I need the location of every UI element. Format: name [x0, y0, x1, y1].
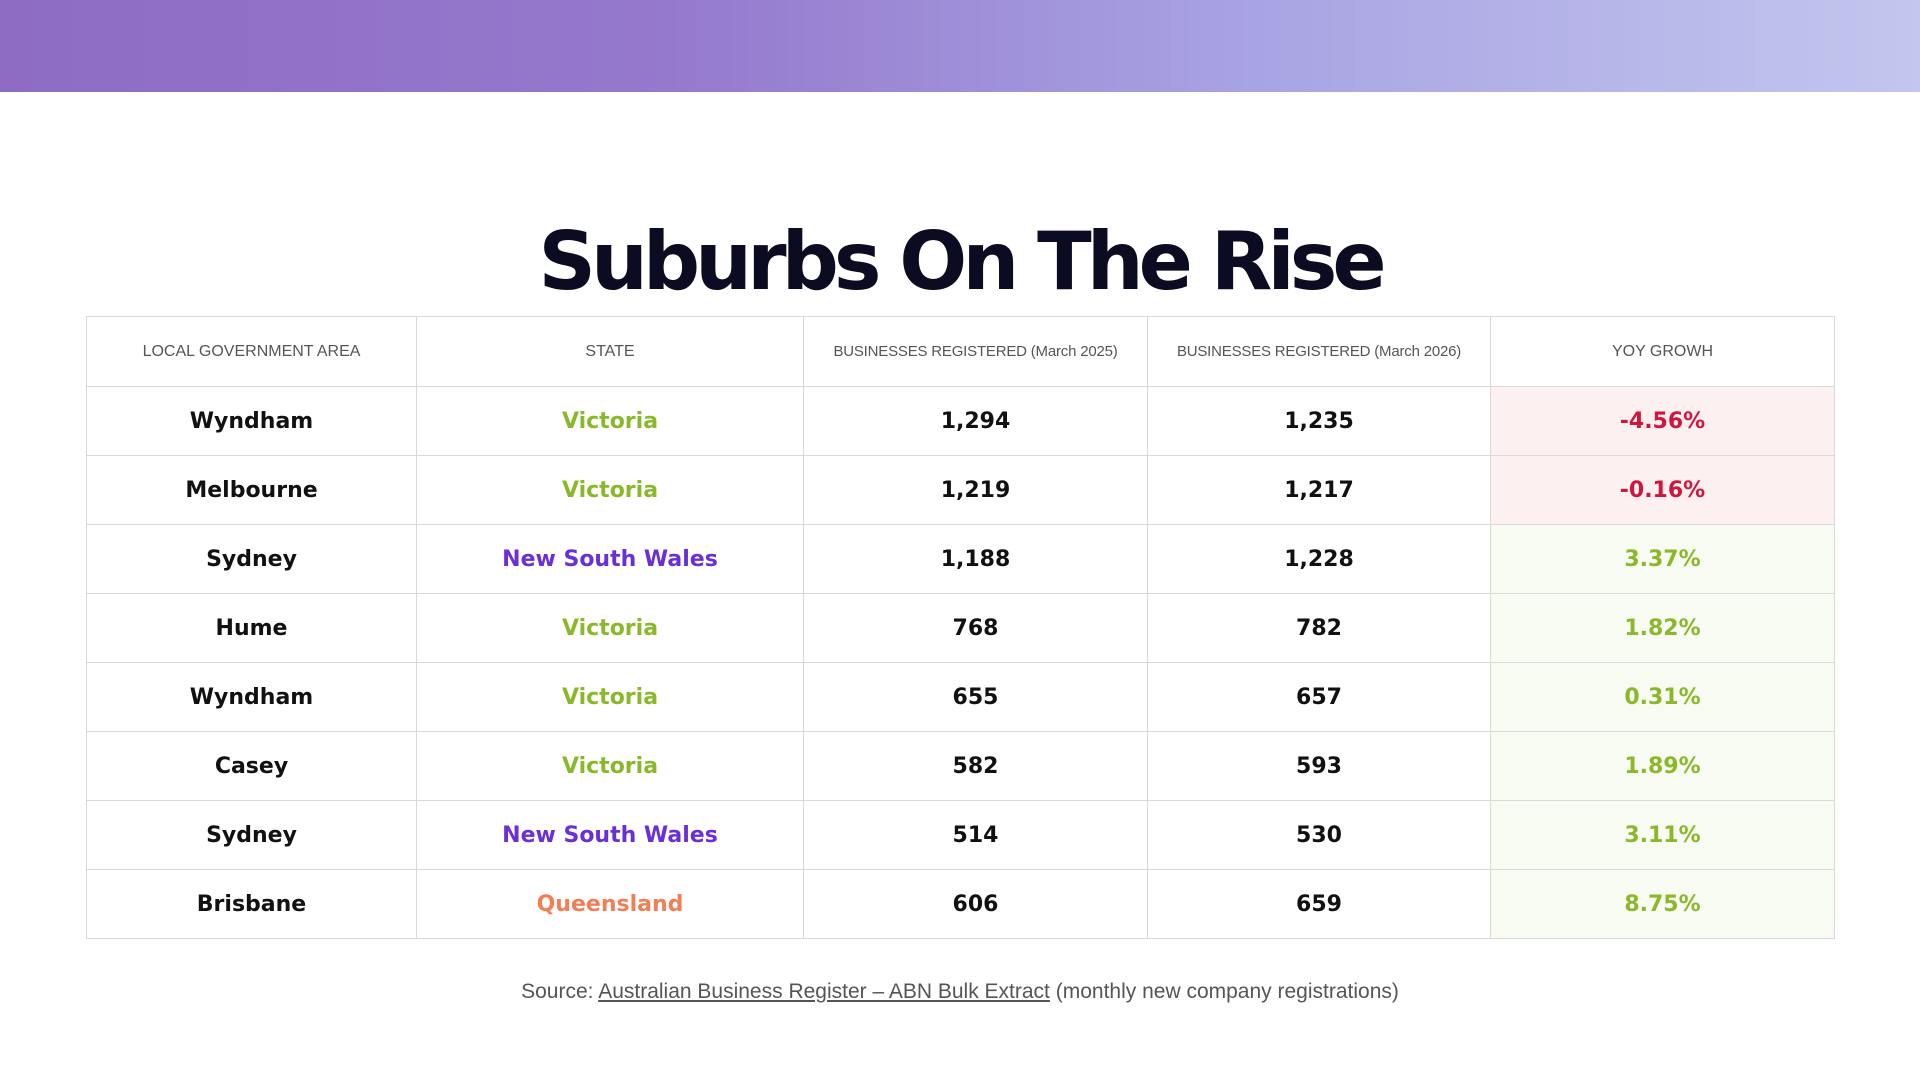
source-link[interactable]: Australian Business Register – ABN Bulk …	[598, 980, 1050, 1003]
cell-registered-2025: 768	[803, 593, 1148, 663]
cell-state: Victoria	[416, 455, 804, 525]
cell-yoy-growth: 0.31%	[1490, 662, 1835, 732]
table-row: Wyndham Victoria 655 657 0.31%	[86, 662, 1835, 732]
cell-registered-2026: 782	[1147, 593, 1491, 663]
cell-registered-2026: 1,235	[1147, 386, 1491, 456]
cell-registered-2026: 593	[1147, 731, 1491, 801]
source-note: Source: Australian Business Register – A…	[0, 980, 1920, 1004]
cell-lga: Melbourne	[86, 455, 417, 525]
cell-registered-2026: 530	[1147, 800, 1491, 870]
cell-yoy-growth: 3.11%	[1490, 800, 1835, 870]
header-yoy-growth: YOY GROWH	[1490, 316, 1835, 387]
cell-registered-2025: 1,188	[803, 524, 1148, 594]
cell-state: Victoria	[416, 386, 804, 456]
cell-registered-2026: 659	[1147, 869, 1491, 939]
cell-lga: Wyndham	[86, 386, 417, 456]
cell-yoy-growth: 3.37%	[1490, 524, 1835, 594]
table-row: Hume Victoria 768 782 1.82%	[86, 593, 1835, 663]
cell-registered-2025: 1,294	[803, 386, 1148, 456]
header-registered-2026: BUSINESSES REGISTERED (March 2026)	[1147, 316, 1491, 387]
cell-lga: Brisbane	[86, 869, 417, 939]
header-lga: LOCAL GOVERNMENT AREA	[86, 316, 417, 387]
cell-lga: Hume	[86, 593, 417, 663]
cell-state: Queensland	[416, 869, 804, 939]
table-row: Melbourne Victoria 1,219 1,217 -0.16%	[86, 455, 1835, 525]
table-row: Sydney New South Wales 1,188 1,228 3.37%	[86, 524, 1835, 594]
cell-registered-2025: 606	[803, 869, 1148, 939]
cell-yoy-growth: -4.56%	[1490, 386, 1835, 456]
cell-state: Victoria	[416, 662, 804, 732]
cell-registered-2025: 1,219	[803, 455, 1148, 525]
source-prefix: Source:	[521, 980, 599, 1003]
cell-state: Victoria	[416, 593, 804, 663]
cell-registered-2025: 582	[803, 731, 1148, 801]
cell-registered-2026: 1,228	[1147, 524, 1491, 594]
cell-yoy-growth: 1.89%	[1490, 731, 1835, 801]
cell-registered-2026: 657	[1147, 662, 1491, 732]
table-row: Sydney New South Wales 514 530 3.11%	[86, 800, 1835, 870]
cell-yoy-growth: 1.82%	[1490, 593, 1835, 663]
header-banner	[0, 0, 1920, 92]
cell-lga: Wyndham	[86, 662, 417, 732]
cell-state: New South Wales	[416, 524, 804, 594]
cell-state: Victoria	[416, 731, 804, 801]
page-title: Suburbs On The Rise	[538, 214, 1386, 308]
cell-lga: Sydney	[86, 800, 417, 870]
table-row: Brisbane Queensland 606 659 8.75%	[86, 869, 1835, 939]
source-suffix: (monthly new company registrations)	[1049, 980, 1399, 1003]
cell-yoy-growth: -0.16%	[1490, 455, 1835, 525]
cell-lga: Casey	[86, 731, 417, 801]
cell-registered-2025: 655	[803, 662, 1148, 732]
header-state: STATE	[416, 316, 804, 387]
table-row: Wyndham Victoria 1,294 1,235 -4.56%	[86, 386, 1835, 456]
cell-yoy-growth: 8.75%	[1490, 869, 1835, 939]
cell-state: New South Wales	[416, 800, 804, 870]
table-header-row: LOCAL GOVERNMENT AREA STATE BUSINESSES R…	[86, 316, 1835, 387]
cell-lga: Sydney	[86, 524, 417, 594]
cell-registered-2025: 514	[803, 800, 1148, 870]
cell-registered-2026: 1,217	[1147, 455, 1491, 525]
suburbs-table: LOCAL GOVERNMENT AREA STATE BUSINESSES R…	[86, 316, 1835, 939]
table-row: Casey Victoria 582 593 1.89%	[86, 731, 1835, 801]
header-registered-2025: BUSINESSES REGISTERED (March 2025)	[803, 316, 1148, 387]
